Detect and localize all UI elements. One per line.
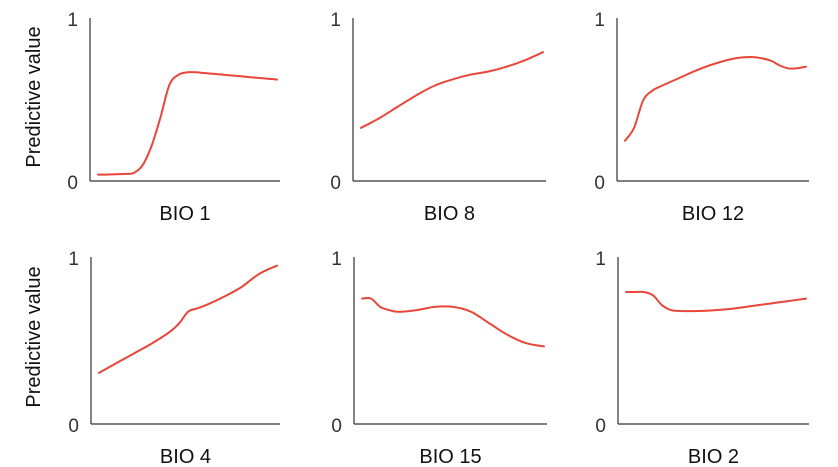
x-axis-label: BIO 12 [682, 203, 744, 225]
x-axis-label: BIO 4 [160, 446, 211, 467]
response-curve [98, 264, 278, 374]
y-tick-label: 0 [330, 173, 341, 194]
chart-panel: 1 0 BIO 4 [68, 249, 280, 467]
y-tick-label: 0 [595, 416, 606, 437]
response-curve [624, 55, 807, 142]
chart-panel: 1 0 BIO 8 [330, 10, 546, 225]
y-tick-label: 1 [67, 10, 78, 31]
x-axis-label: BIO 8 [424, 203, 475, 225]
y-tick-label: 0 [331, 416, 342, 437]
panels: 1 0 BIO 1 1 0 BIO 8 1 0 BIO 12 1 0 BIO 4 1 0 BIO 15 1 0 B… [67, 10, 809, 467]
x-axis-label: BIO 15 [419, 446, 481, 467]
y-tick-label: 0 [67, 173, 78, 194]
y-axis-title: Predictive value [23, 26, 45, 167]
chart-panel: 1 0 BIO 2 [595, 249, 809, 467]
y-tick-label: 1 [331, 249, 342, 270]
y-tick-label: 1 [68, 249, 79, 270]
y-tick-label: 1 [594, 10, 605, 31]
y-tick-label: 1 [330, 10, 341, 31]
chart-panel: 1 0 BIO 15 [331, 249, 547, 467]
y-tick-label: 1 [595, 249, 606, 270]
response-curve [361, 296, 545, 348]
y-axis-title-row-2: Predictive value [23, 266, 45, 407]
response-curve [97, 71, 278, 176]
response-curve [625, 290, 807, 313]
y-tick-label: 0 [68, 416, 79, 437]
response-curve [360, 51, 544, 129]
chart-panel: 1 0 BIO 12 [594, 10, 809, 225]
y-axis-title-row-1: Predictive value [23, 26, 45, 167]
x-axis-label: BIO 1 [159, 203, 210, 225]
chart-panel: 1 0 BIO 1 [67, 10, 280, 225]
x-axis-label: BIO 2 [688, 446, 739, 467]
y-axis-title: Predictive value [23, 266, 45, 407]
y-tick-label: 0 [594, 173, 605, 194]
